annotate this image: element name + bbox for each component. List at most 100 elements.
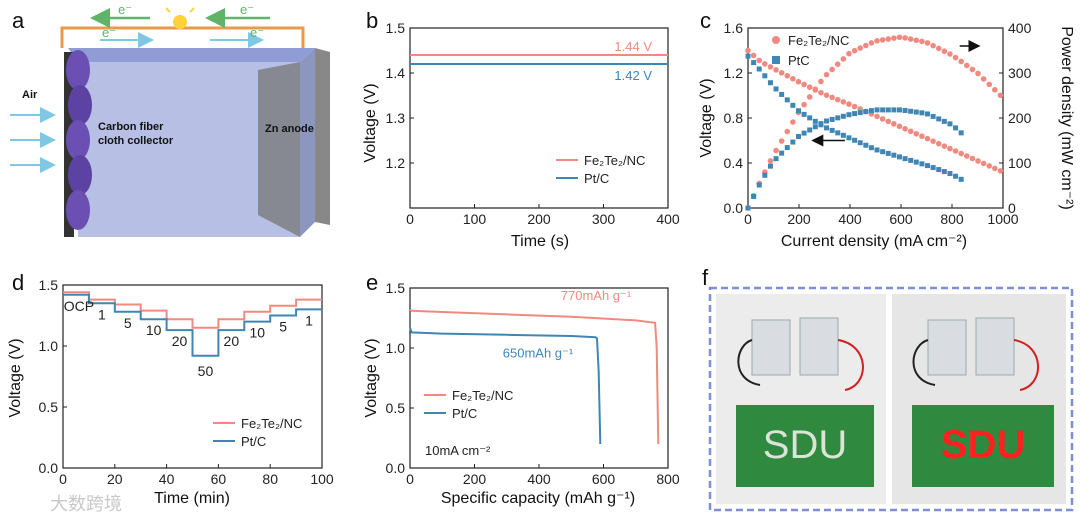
polarization-point [919,161,925,167]
light-ray [165,7,171,13]
power-point [941,118,947,124]
legend-label: Pt/C [452,406,477,421]
power-point [874,107,880,113]
power-point [824,118,830,124]
panel-label-e: e [366,270,378,295]
power-point [896,107,902,113]
power-point [751,194,757,200]
polarization-point [762,73,768,79]
polarization-point [863,142,869,148]
power-point [778,138,785,144]
polarization-point [924,135,931,142]
series-line [409,327,602,445]
polarization-point [795,78,802,85]
step-label: 20 [172,333,188,349]
x-tick-label: 400 [838,211,862,227]
polarization-point [807,115,813,121]
step-label: 10 [146,322,162,338]
y-tick-label: 0.4 [724,155,744,171]
power-point [936,116,942,122]
legend-label: Pt/C [241,434,266,449]
x-tick-label: 600 [889,211,913,227]
polarization-point [779,91,785,97]
data-label: 650mAh g⁻¹ [503,346,574,361]
fiber-bundle [66,120,90,160]
polarization-point [778,70,785,76]
y2-tick-label: 400 [1008,20,1032,36]
power-point [896,34,903,41]
power-point [857,110,863,116]
legend-label: PtC [788,53,810,68]
panel-label-f: f [702,265,709,290]
x-tick-label: 0 [406,211,414,227]
panel-label-c: c [700,8,711,33]
polarization-point [784,97,790,103]
x-tick-label: 60 [211,471,227,487]
power-point [952,54,959,61]
wire-red [1013,339,1039,391]
series-step-line [63,291,322,329]
cell-left-1 [751,319,791,376]
fiber-bundle [66,50,90,90]
polarization-point [879,116,886,122]
e-ylabel: Voltage (V) [363,338,380,417]
zn-anode-edge [315,48,330,225]
power-point [773,147,779,154]
polarization-point [812,118,818,124]
polarization-point [952,148,959,154]
polarization-point [846,101,852,107]
x-tick-label: 40 [159,471,175,487]
polarization-point [840,132,846,138]
polarization-point [767,80,773,86]
power-point [997,92,1004,99]
legend-marker [772,36,780,44]
polarization-point [874,147,880,153]
polarization-point [902,126,908,132]
power-point [818,121,824,127]
power-point [829,116,835,122]
power-point [807,127,813,133]
polarization-point [806,84,813,90]
panel-c-polarization: c Current density (mA cm⁻²) Voltage (V) … [698,8,1075,250]
zn-anode-label: Zn anode [265,123,314,135]
c-ylabel: Voltage (V) [698,78,715,157]
power-point [902,35,908,41]
power-point [795,134,801,140]
power-point [958,130,964,136]
power-point [773,156,779,162]
power-point [941,48,948,55]
polarization-point [907,128,914,135]
y-tick-label: 1.5 [386,20,406,36]
polarization-point [930,165,936,171]
polarization-point [851,103,858,110]
polarization-point [913,159,919,165]
y-tick-label: 1.0 [386,340,406,356]
power-point [874,38,880,44]
x-tick-label: 800 [940,211,964,227]
power-point [947,51,953,57]
power-point [756,182,762,188]
polarization-point [745,53,751,59]
y-tick-label: 1.4 [386,65,406,81]
power-point [846,112,852,118]
x-tick-label: 200 [463,471,487,487]
panel-label-d: d [12,270,24,295]
b-xlabel: Time (s) [511,233,569,250]
polarization-point [958,176,964,182]
polarization-point [745,47,751,54]
y-tick-label: 0.5 [386,400,406,416]
power-point [880,107,886,113]
polarization-point [767,64,774,70]
x-tick-label: 1000 [987,211,1018,227]
fiber-bundle [68,85,92,125]
power-point [852,111,858,117]
step-label: 5 [124,315,132,331]
polarization-point [992,165,998,172]
power-point [975,70,981,77]
y-tick-label: 0.5 [39,399,59,415]
polarization-point [958,150,964,157]
watermark: 大数跨境 [50,494,122,515]
x-tick-label: 100 [310,471,334,487]
power-point [986,81,993,88]
fiber-bundle [66,190,90,230]
